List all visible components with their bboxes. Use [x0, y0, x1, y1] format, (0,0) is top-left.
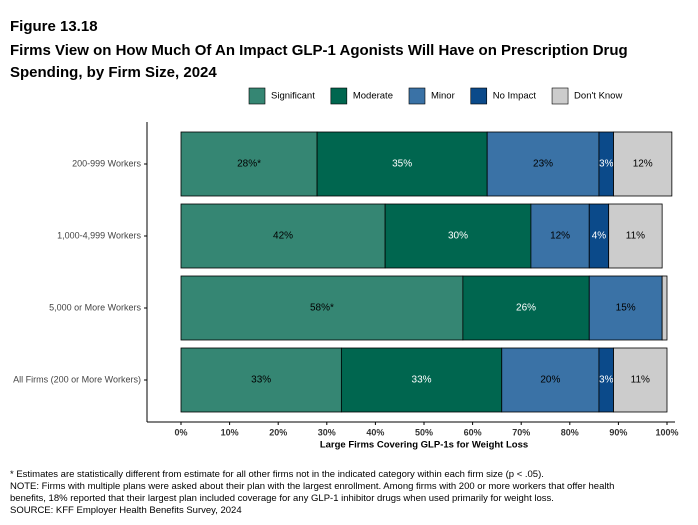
data-label: 33%: [251, 375, 271, 386]
x-tick-label: 0%: [174, 427, 187, 437]
x-tick-label: 100%: [655, 427, 678, 437]
bar-segment: [486, 131, 600, 197]
data-label: 3%: [599, 159, 614, 170]
data-label: 3%: [599, 375, 614, 386]
data-label: 30%: [448, 231, 468, 242]
x-tick-label: 20%: [269, 427, 287, 437]
bar-segment: [613, 347, 668, 413]
bar-segment: [613, 131, 673, 197]
notes: * Estimates are statistically different …: [10, 469, 650, 517]
data-label: 26%: [516, 303, 536, 314]
y-tick-label: All Firms (200 or More Workers): [13, 374, 141, 384]
data-label: 35%: [392, 159, 412, 170]
data-label: 12%: [550, 231, 570, 242]
y-tick-label: 200-999 Workers: [72, 158, 141, 168]
note: NOTE: Firms with multiple plans were ask…: [10, 481, 615, 504]
legend-swatch: [408, 87, 426, 105]
bar-segment: [180, 203, 386, 269]
legend-label: Significant: [271, 91, 315, 102]
data-label: 15%: [616, 303, 636, 314]
data-label: 28%*: [237, 159, 261, 170]
bar-segment: [180, 275, 464, 341]
legend-label: Moderate: [353, 91, 393, 102]
bar-segment: [384, 203, 532, 269]
legend-swatch: [551, 87, 569, 105]
data-label: 20%: [540, 375, 560, 386]
x-axis-label: Large Firms Covering GLP-1s for Weight L…: [320, 440, 528, 451]
y-tick-label: 5,000 or More Workers: [49, 302, 141, 312]
bar-segment: [530, 203, 590, 269]
bar-segment: [462, 275, 590, 341]
data-label: 23%: [533, 159, 553, 170]
legend-swatch: [470, 87, 488, 105]
legend-label: Minor: [431, 91, 455, 102]
note: SOURCE: KFF Employer Health Benefits Sur…: [10, 505, 242, 516]
x-tick-label: 40%: [366, 427, 384, 437]
legend-label: Don't Know: [574, 91, 622, 102]
x-tick-label: 80%: [561, 427, 579, 437]
bar-segment: [180, 131, 318, 197]
x-tick-label: 30%: [318, 427, 336, 437]
legend-label: No Impact: [493, 91, 537, 102]
y-tick-label: 1,000-4,999 Workers: [57, 230, 141, 240]
note: * Estimates are statistically different …: [10, 469, 544, 480]
legend-swatch: [248, 87, 266, 105]
data-label: 42%: [273, 231, 293, 242]
data-label: 12%: [633, 159, 653, 170]
bar-segment: [501, 347, 600, 413]
data-label: 4%: [592, 231, 607, 242]
x-tick-label: 60%: [464, 427, 482, 437]
data-label: 33%: [412, 375, 432, 386]
figure-label: Figure 13.18: [10, 18, 98, 35]
bar-segment: [316, 131, 488, 197]
legend-swatch: [330, 87, 348, 105]
chart-title: Firms View on How Much Of An Impact GLP-…: [10, 42, 628, 81]
x-tick-label: 70%: [512, 427, 530, 437]
x-tick-label: 50%: [415, 427, 433, 437]
x-tick-label: 10%: [221, 427, 239, 437]
data-label: 11%: [626, 231, 645, 242]
x-tick-label: 90%: [609, 427, 627, 437]
data-label: 58%*: [310, 303, 334, 314]
bar-segment: [661, 275, 668, 341]
data-label: 11%: [631, 375, 650, 386]
bar-segment: [608, 203, 663, 269]
bar-segment: [588, 275, 663, 341]
bar-segment: [180, 347, 342, 413]
